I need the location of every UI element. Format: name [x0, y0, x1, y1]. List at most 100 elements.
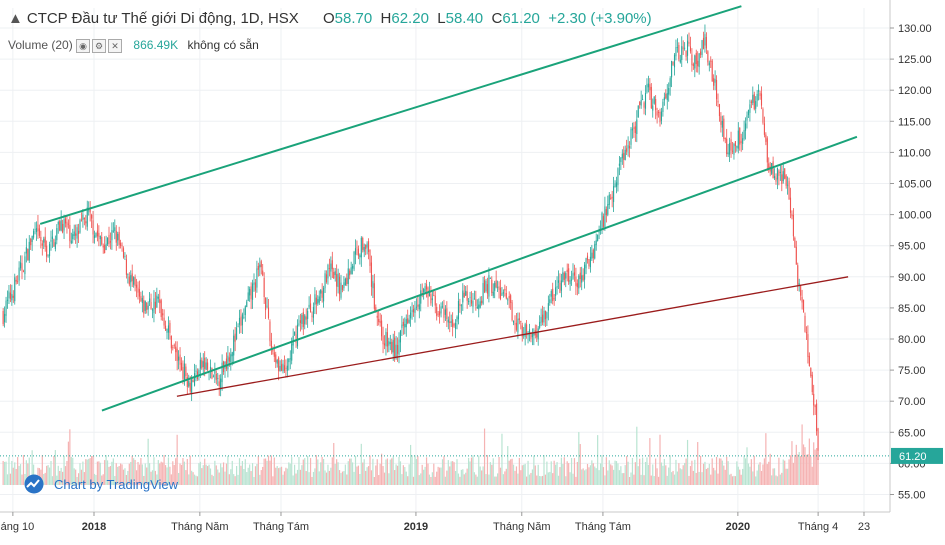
volume-bar — [676, 471, 679, 485]
volume-bar — [640, 474, 642, 485]
volume-bar — [569, 472, 571, 485]
close-icon[interactable]: ✕ — [108, 38, 123, 53]
candle-body — [707, 51, 709, 63]
lower-channel[interactable] — [101, 135, 858, 412]
volume-bar — [608, 460, 610, 485]
volume-bar — [662, 465, 664, 485]
volume-bar — [675, 459, 677, 485]
volume-bar — [349, 458, 351, 485]
candle-body — [800, 285, 802, 296]
volume-bar — [344, 464, 346, 485]
candle-body — [188, 381, 190, 387]
candle-body — [727, 152, 729, 155]
volume-bar — [385, 459, 387, 485]
volume-bar — [747, 463, 750, 485]
candle-body — [578, 275, 580, 289]
volume-bar — [650, 475, 652, 485]
support-line[interactable] — [176, 276, 849, 397]
volume-bar — [425, 457, 428, 485]
candle-body — [655, 98, 657, 111]
volume-bar — [363, 459, 365, 485]
volume-bar — [378, 475, 380, 485]
volume-bar — [156, 474, 158, 485]
volume-bar — [410, 444, 412, 485]
candle-body — [34, 229, 36, 231]
candle-body — [505, 292, 507, 299]
trendlines — [0, 5, 890, 457]
tradingview-branding[interactable]: Chart by TradingView — [20, 474, 178, 497]
volume-bar — [350, 458, 352, 485]
volume-bar — [366, 467, 368, 485]
volume-bar — [759, 462, 761, 485]
volume-bar — [289, 463, 291, 485]
volume-bar — [584, 470, 586, 485]
candle-body — [801, 296, 803, 303]
candle-body — [286, 365, 288, 371]
volume-bar — [6, 474, 9, 485]
symbol-title[interactable]: CTCP Đầu tư Thế giới Di động, 1D, HSX — [26, 10, 299, 27]
candle-body — [766, 138, 768, 163]
volume-bar — [389, 459, 391, 485]
volume-bar — [720, 458, 722, 485]
volume-bar — [604, 475, 606, 485]
volume-bar — [256, 463, 258, 485]
candle-body — [776, 167, 779, 180]
candle-body — [231, 352, 233, 357]
candle-body — [553, 298, 555, 300]
candle-body — [291, 343, 293, 361]
volume-bar — [772, 468, 774, 485]
upper-channel[interactable] — [39, 5, 742, 225]
volume-bar — [340, 473, 342, 485]
volume-bar — [222, 462, 225, 485]
volume-bar — [318, 471, 320, 485]
volume-bar — [437, 466, 439, 485]
volume-bar — [605, 457, 607, 485]
collapse-arrow-icon[interactable]: ▲ — [8, 10, 23, 27]
volume-bar — [498, 456, 500, 485]
candle-body — [765, 134, 767, 142]
volume-bar — [167, 457, 170, 485]
gear-icon[interactable]: ⚙ — [92, 38, 107, 53]
volume-bar — [443, 456, 445, 485]
candle-body — [137, 287, 139, 293]
volume-bar — [562, 464, 564, 485]
volume-bar — [499, 467, 502, 485]
volume-label[interactable]: Volume (20) — [8, 38, 73, 52]
candle-body — [544, 310, 547, 320]
candle-body — [176, 348, 178, 361]
volume-bar — [639, 458, 641, 485]
volume-bar — [466, 468, 468, 485]
volume-bar — [270, 455, 273, 485]
candle-body — [336, 274, 338, 287]
candle-body — [549, 299, 551, 303]
volume-bar — [550, 461, 552, 485]
candle-body — [759, 92, 761, 97]
candle-body — [80, 219, 83, 221]
eye-icon[interactable]: ◉ — [76, 38, 91, 53]
candle-body — [621, 153, 623, 159]
candle-body — [8, 291, 10, 299]
price-axis[interactable]: 55.0060.0065.0070.0075.0080.0085.0090.00… — [889, 0, 945, 545]
candle-body — [263, 277, 265, 298]
volume-bar — [557, 475, 560, 485]
candle-body — [57, 222, 59, 225]
candle-body — [99, 236, 101, 240]
candle-body — [143, 299, 145, 314]
volume-bar — [486, 455, 489, 485]
candle-body — [615, 182, 618, 187]
volume-bar — [607, 470, 609, 485]
volume-bar — [739, 469, 741, 485]
candle-body — [652, 105, 654, 111]
candle-body — [495, 280, 497, 288]
volume-bar — [704, 461, 706, 485]
volume-bar — [473, 472, 476, 485]
volume-bar — [288, 462, 290, 485]
candle-body — [768, 163, 770, 169]
volume-bar — [215, 465, 217, 485]
candle-body — [382, 336, 384, 345]
volume-bar — [337, 462, 339, 485]
candle-body — [151, 309, 154, 311]
time-axis[interactable]: tháng 10 2018 Tháng Năm Tháng Tám 2019 Tháng … — [0, 511, 890, 533]
candle-body — [104, 244, 106, 254]
